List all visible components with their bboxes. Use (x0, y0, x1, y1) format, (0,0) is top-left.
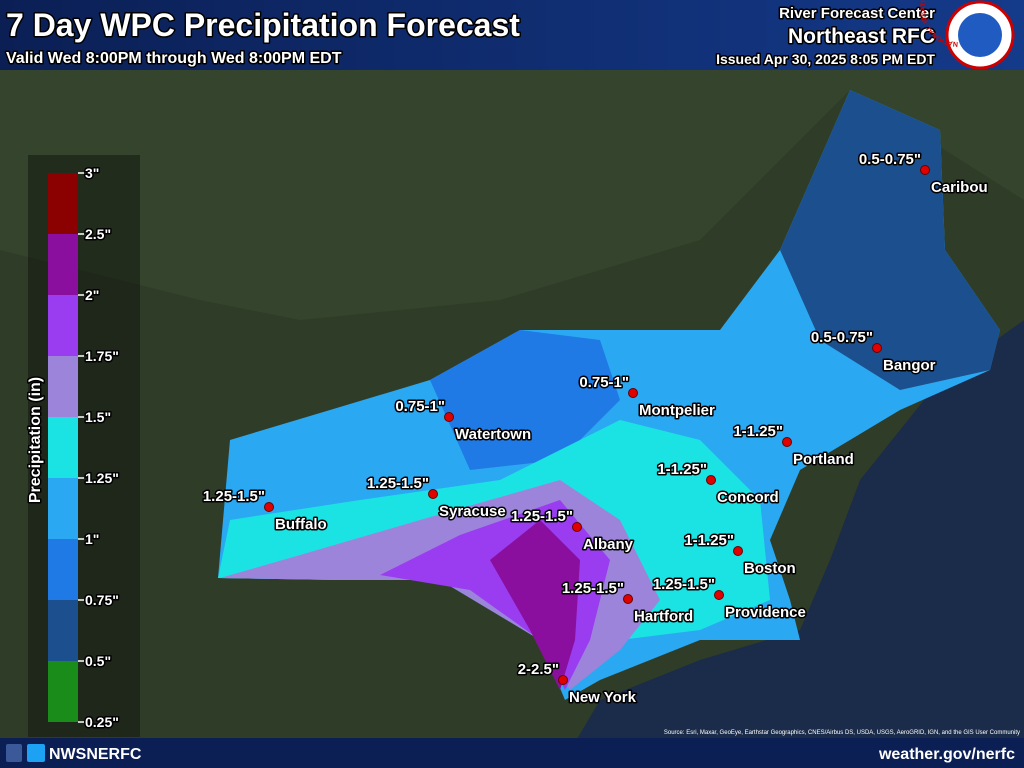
legend-tick-label: 0.5" (85, 653, 111, 669)
header-bar (0, 0, 1024, 70)
city-name: New York (569, 689, 637, 706)
city-dot (623, 594, 633, 604)
legend-swatch (48, 295, 78, 356)
legend-tick-label: 0.75" (85, 592, 119, 608)
city-name: Providence (725, 604, 806, 621)
city-name: Watertown (455, 426, 531, 443)
facebook-icon[interactable] (6, 744, 22, 762)
forecast-label: 1.25-1.5" (511, 508, 573, 525)
canada-terrain (0, 70, 1024, 320)
city-dot (428, 489, 438, 499)
city-name: Caribou (931, 179, 988, 196)
forecast-label: 1-1.25" (684, 532, 734, 549)
legend-tick-label: 1.5" (85, 409, 111, 425)
city-dot (572, 522, 582, 532)
forecast-label: 0.75-1" (579, 374, 629, 391)
city-dot (558, 675, 568, 685)
source-credit: Source: Esri, Maxar, GeoEye, Earthstar G… (664, 730, 1020, 736)
forecast-label: 1.25-1.5" (203, 488, 265, 505)
ocean (560, 320, 1024, 768)
city-dot (714, 590, 724, 600)
website[interactable]: weather.gov/nerfc (878, 746, 1015, 763)
city-dot (706, 475, 716, 485)
legend-tick-label: 3" (85, 165, 99, 181)
forecast-label: 0.5-0.75" (859, 151, 921, 168)
city-name: Concord (717, 489, 779, 506)
city-name: Albany (583, 536, 634, 553)
legend-tick-label: 1" (85, 531, 99, 547)
twitter-icon[interactable] (27, 744, 45, 762)
legend-title: Precipitation (in) (27, 377, 44, 503)
city-dot (872, 343, 882, 353)
low-precip-zone (780, 90, 1000, 390)
city-name: Buffalo (275, 516, 327, 533)
zone-075 (430, 330, 620, 470)
city-name: Boston (744, 560, 796, 577)
legend-swatch (48, 356, 78, 417)
legend-swatch (48, 661, 78, 722)
footer-bar (0, 738, 1024, 768)
city-dot (920, 165, 930, 175)
title: 7 Day WPC Precipitation Forecast (6, 7, 520, 43)
forecast-label: 1.25-1.5" (562, 580, 624, 597)
social-handle[interactable]: NWSNERFC (49, 746, 142, 763)
legend-swatch (48, 417, 78, 478)
forecast-label: 0.5-0.75" (811, 329, 873, 346)
city-dot (782, 437, 792, 447)
legend-panel (28, 155, 140, 737)
city-name: Bangor (883, 357, 936, 374)
legend-tick-label: 2.5" (85, 226, 111, 242)
legend-swatch (48, 234, 78, 295)
forecast-label: 1-1.25" (733, 423, 783, 440)
city-name: Portland (793, 451, 854, 468)
city-name: Montpelier (639, 402, 715, 419)
forecast-label: 2-2.5" (518, 661, 559, 678)
center-label: River Forecast Center (779, 5, 935, 22)
legend-tick-label: 1.25" (85, 470, 119, 486)
zone-200 (490, 520, 580, 690)
city-dot (444, 412, 454, 422)
forecast-label: 0.75-1" (395, 398, 445, 415)
legend-tick-label: 1.75" (85, 348, 119, 364)
legend-tick-label: 2" (85, 287, 99, 303)
city-name: Hartford (634, 608, 693, 625)
subtitle: Valid Wed 8:00PM through Wed 8:00PM EDT (6, 50, 342, 67)
legend-tick-label: 0.25" (85, 714, 119, 730)
forecast-label: 1-1.25" (657, 461, 707, 478)
forecast-label: 1.25-1.5" (653, 576, 715, 593)
city-name: Syracuse (439, 503, 506, 520)
legend-swatch (48, 478, 78, 539)
forecast-label: 1.25-1.5" (367, 475, 429, 492)
legend-swatch (48, 539, 78, 600)
center-name: Northeast RFC (788, 25, 935, 48)
city-dot (628, 388, 638, 398)
issued: Issued Apr 30, 2025 8:05 PM EDT (716, 51, 935, 67)
legend-swatch (48, 600, 78, 661)
legend-swatch (48, 173, 78, 234)
logo-inner (958, 13, 1002, 57)
city-dot (264, 502, 274, 512)
city-dot (733, 546, 743, 556)
